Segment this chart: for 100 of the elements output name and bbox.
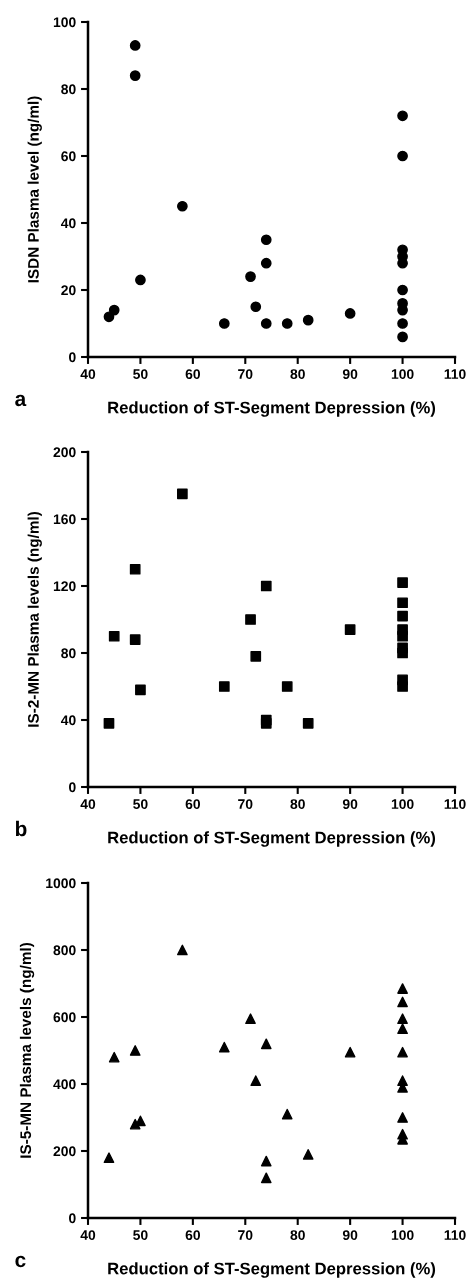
x-tick-label: 40	[80, 1230, 96, 1241]
point	[177, 200, 188, 212]
y-tick-label: 0	[69, 1213, 76, 1224]
y-tick-label: 800	[53, 945, 76, 956]
x-tick-label: 110	[444, 1230, 466, 1241]
x-tick-label: 60	[185, 1230, 201, 1241]
point	[245, 271, 256, 282]
x-tick-label: 90	[342, 369, 358, 380]
x-tick-label: 90	[342, 799, 358, 810]
y-tick-label: 0	[69, 782, 76, 793]
x-tick-label: 90	[342, 1230, 358, 1241]
x-tick-label: 60	[185, 369, 201, 380]
x-tick-label: 110	[444, 799, 466, 810]
x-tick-label: 50	[133, 369, 148, 380]
point	[129, 1045, 141, 1056]
point	[108, 304, 120, 316]
point	[260, 1038, 272, 1050]
point	[250, 301, 262, 313]
point	[397, 597, 408, 609]
point	[250, 1075, 262, 1087]
point	[260, 1155, 272, 1167]
point	[397, 610, 408, 622]
point	[245, 1013, 256, 1025]
text: a	[15, 394, 27, 407]
point	[108, 1051, 120, 1063]
point	[260, 318, 272, 329]
y-tick-label: 40	[60, 218, 76, 229]
y-tick-label: 120	[53, 581, 76, 592]
x-axis-title: Reduction of ST-Segment Depression (%)	[108, 1262, 436, 1278]
point	[397, 1013, 408, 1025]
y-tick-label: 160	[53, 514, 76, 525]
point	[218, 318, 230, 329]
point	[397, 1112, 408, 1123]
point	[397, 1046, 408, 1058]
point	[344, 1046, 356, 1058]
x-tick-label: 100	[391, 369, 414, 380]
point	[177, 944, 188, 956]
x-tick-label: 50	[133, 799, 148, 810]
y-tick-label: 80	[61, 84, 76, 95]
point	[397, 110, 408, 122]
point	[344, 308, 356, 319]
x-tick-label: 50	[133, 1230, 148, 1241]
y-tick-label: 40	[60, 715, 76, 726]
point	[177, 488, 188, 500]
y-tick-label: 100	[53, 17, 76, 28]
y-tick-label: 200	[53, 1146, 76, 1157]
point	[281, 1108, 293, 1120]
point	[218, 1041, 230, 1053]
x-tick-label: 40	[80, 369, 96, 380]
x-tick-label: 70	[238, 369, 253, 380]
point	[245, 614, 256, 625]
point	[260, 1172, 272, 1184]
y-tick-label: 200	[53, 447, 76, 458]
y-axis-title: IS-2-MN Plasma levels (ng/ml)	[27, 512, 42, 727]
point	[302, 314, 314, 326]
point	[397, 284, 408, 296]
point	[250, 650, 262, 662]
point	[135, 684, 146, 696]
y-tick-label: 600	[53, 1012, 76, 1023]
x-tick-label: 110	[444, 369, 466, 380]
y-tick-label: 20	[61, 285, 76, 296]
point	[397, 630, 408, 642]
x-tick-label: 40	[80, 799, 96, 810]
point	[397, 1023, 408, 1035]
point	[397, 983, 408, 994]
y-tick-label: 60	[61, 151, 76, 162]
point	[218, 681, 230, 692]
x-tick-label: 60	[185, 799, 201, 810]
y-axis-title: IS-5-MN Plasma levels (ng/ml)	[19, 943, 35, 1158]
point	[397, 150, 408, 162]
y-tick-label: 80	[61, 648, 76, 659]
y-axis-title: ISDN Plasma level (ng/ml)	[27, 96, 42, 283]
point	[129, 634, 141, 645]
x-tick-label: 70	[238, 799, 253, 810]
point	[397, 996, 408, 1008]
point	[129, 70, 141, 81]
point	[302, 1148, 314, 1160]
y-tick-label: 400	[53, 1079, 76, 1090]
point	[397, 331, 408, 343]
point	[135, 274, 146, 286]
text: c	[15, 1255, 26, 1268]
point	[302, 717, 314, 729]
point	[344, 624, 356, 635]
point	[260, 257, 272, 269]
y-tick-label: 1000	[46, 878, 76, 889]
point	[103, 1152, 115, 1164]
point	[281, 318, 293, 329]
point	[397, 681, 408, 692]
point	[129, 40, 141, 51]
x-axis-title: Reduction of ST-Segment Depression (%)	[108, 401, 436, 417]
x-tick-label: 100	[391, 1230, 414, 1241]
point	[260, 234, 272, 246]
x-axis-title: Reduction of ST-Segment Depression (%)	[108, 831, 436, 847]
point	[108, 630, 120, 642]
x-tick-label: 80	[290, 369, 305, 380]
x-tick-label: 80	[290, 1230, 305, 1241]
text: b	[15, 820, 27, 837]
x-tick-label: 100	[391, 799, 414, 810]
x-tick-label: 80	[290, 799, 305, 810]
point	[129, 563, 141, 575]
